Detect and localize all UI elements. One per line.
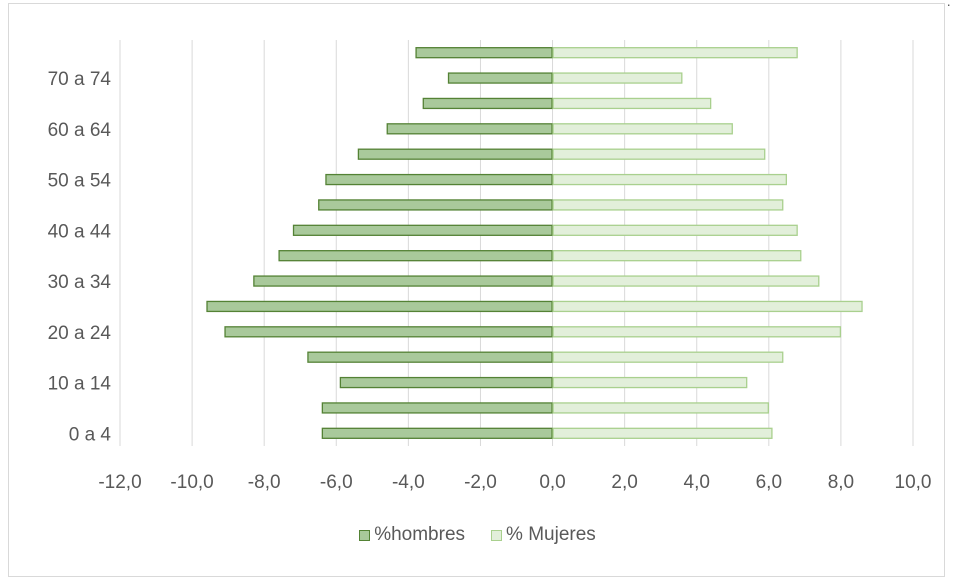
x-axis-labels: -12,0 -10,0 -8,0 -6,0 -4,0 -2,0 0,0 2,0 4,0 6,0 8,… bbox=[98, 472, 931, 493]
bar-mujeres bbox=[552, 351, 784, 363]
bar-hombres bbox=[278, 250, 553, 262]
bar-hombres bbox=[292, 224, 553, 236]
legend-item-hombres: %hombres bbox=[359, 524, 465, 546]
bar-hombres bbox=[206, 300, 553, 313]
y-tick-label: 10 a 14 bbox=[48, 374, 112, 395]
legend-swatch-hombres bbox=[359, 529, 371, 541]
bar-hombres bbox=[422, 97, 553, 110]
bar-hombres bbox=[321, 402, 553, 414]
bar-mujeres bbox=[552, 250, 802, 262]
x-tick-label: 4,0 bbox=[684, 472, 710, 493]
bar-hombres bbox=[357, 148, 553, 160]
x-tick-label: 0,0 bbox=[539, 472, 565, 493]
bars bbox=[206, 47, 863, 439]
x-tick-label: 6,0 bbox=[756, 472, 782, 493]
bar-hombres bbox=[307, 351, 553, 363]
bar-mujeres bbox=[552, 148, 766, 160]
bar-hombres bbox=[224, 326, 553, 338]
y-tick-label: 60 a 64 bbox=[48, 120, 112, 141]
bar-hombres bbox=[339, 376, 553, 389]
bar-mujeres bbox=[552, 402, 769, 414]
x-tick-label: -2,0 bbox=[464, 472, 497, 493]
bar-mujeres bbox=[552, 376, 748, 389]
bar-mujeres bbox=[552, 224, 798, 236]
bar-mujeres bbox=[552, 72, 683, 84]
bar-hombres bbox=[415, 47, 553, 59]
legend: %hombres % Mujeres bbox=[0, 524, 955, 546]
frame-edge-mark: · bbox=[946, 0, 951, 12]
bar-mujeres bbox=[552, 173, 787, 186]
bar-hombres bbox=[325, 173, 553, 186]
x-tick-label: -10,0 bbox=[170, 472, 213, 493]
x-tick-label: 10,0 bbox=[895, 472, 932, 493]
y-tick-label: 50 a 54 bbox=[48, 171, 112, 192]
bar-hombres bbox=[253, 275, 553, 287]
x-tick-label: 8,0 bbox=[828, 472, 854, 493]
bar-mujeres bbox=[552, 47, 798, 59]
bar-hombres bbox=[318, 199, 553, 211]
x-tick-label: -12,0 bbox=[98, 472, 141, 493]
x-tick-label: -8,0 bbox=[248, 472, 281, 493]
bar-mujeres bbox=[552, 326, 842, 338]
bar-hombres bbox=[321, 427, 553, 439]
bar-mujeres bbox=[552, 300, 863, 313]
bar-mujeres bbox=[552, 427, 773, 439]
x-tick-label: 2,0 bbox=[611, 472, 637, 493]
y-tick-label: 20 a 24 bbox=[48, 323, 112, 344]
y-tick-label: 40 a 44 bbox=[48, 221, 112, 242]
legend-label-hombres: %hombres bbox=[374, 524, 466, 545]
bar-hombres bbox=[447, 72, 553, 84]
bar-mujeres bbox=[552, 199, 784, 211]
y-tick-label: 70 a 74 bbox=[48, 69, 112, 90]
legend-item-mujeres: % Mujeres bbox=[491, 524, 596, 546]
bar-mujeres bbox=[552, 275, 820, 287]
bar-mujeres bbox=[552, 97, 712, 110]
y-axis-labels: 0 a 4 10 a 14 20 a 24 30 a 34 40 a 44 50 a 54… bbox=[48, 69, 112, 445]
legend-swatch-mujeres bbox=[491, 529, 503, 541]
bar-hombres bbox=[386, 123, 553, 135]
y-tick-label: 0 a 4 bbox=[69, 424, 112, 445]
x-tick-label: -4,0 bbox=[392, 472, 425, 493]
x-tick-label: -6,0 bbox=[320, 472, 353, 493]
y-tick-label: 30 a 34 bbox=[48, 272, 112, 293]
bar-mujeres bbox=[552, 123, 733, 135]
legend-label-mujeres: % Mujeres bbox=[506, 524, 596, 545]
